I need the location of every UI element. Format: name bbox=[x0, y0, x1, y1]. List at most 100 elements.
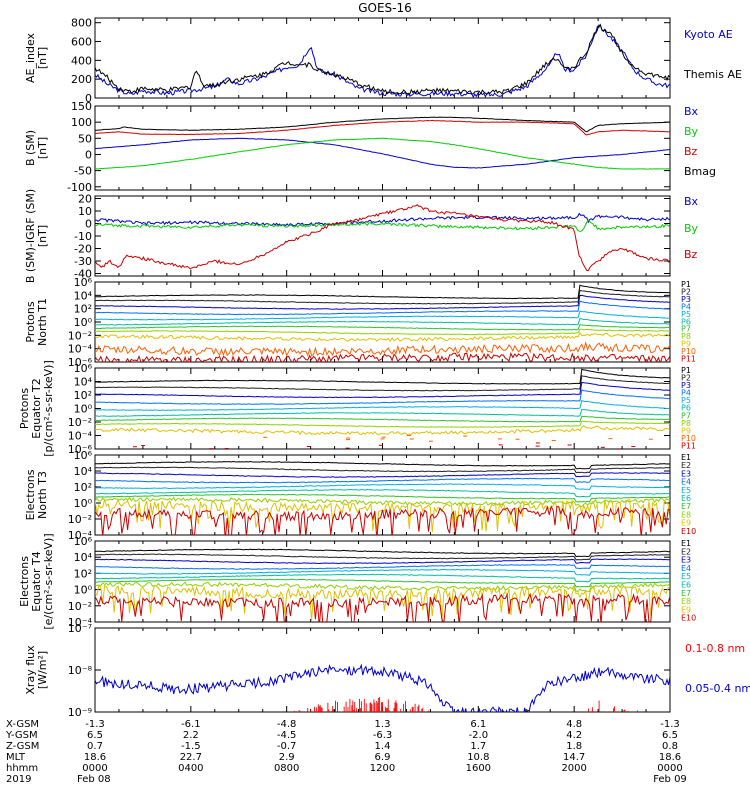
xaxis-value: 0400 bbox=[178, 763, 203, 774]
y-tick-label: 0 bbox=[85, 218, 92, 231]
channel-e3 bbox=[95, 558, 670, 565]
channel-label: E8 bbox=[681, 510, 691, 519]
channel-label: E3 bbox=[681, 556, 691, 565]
channel-e8 bbox=[95, 581, 670, 592]
y-axis-label: AE_index[nT] bbox=[24, 32, 49, 83]
y-tick-label: 10⁻⁶ bbox=[68, 356, 93, 369]
y-axis-label: B (SM)-IGRF (SM)[nT] bbox=[24, 189, 49, 283]
y-tick-label: 20 bbox=[78, 193, 92, 206]
y-tick-label: 0 bbox=[85, 92, 92, 105]
y-tick-label: 10⁴ bbox=[74, 465, 93, 478]
channel-label: E10 bbox=[681, 614, 696, 623]
xaxis-value: -1.3 bbox=[85, 719, 105, 730]
legend-label: 0.05-0.4 nm bbox=[685, 682, 750, 695]
xaxis-value: -4.5 bbox=[277, 730, 297, 741]
y-axis-label-line: North T3 bbox=[36, 471, 49, 519]
xaxis-value: 18.6 bbox=[84, 752, 106, 763]
channel-p7 bbox=[95, 415, 670, 423]
y-tick-label: 10⁻⁶ bbox=[68, 443, 93, 456]
channel-e5 bbox=[95, 568, 670, 576]
y-tick-label: 10⁴ bbox=[74, 376, 93, 389]
panel-frame bbox=[94, 195, 671, 277]
y-tick-label: 10⁰ bbox=[74, 316, 93, 329]
panel-frame bbox=[94, 17, 671, 99]
y-tick-label: 10² bbox=[74, 481, 92, 494]
y-tick-label: 10⁰ bbox=[74, 497, 93, 510]
channel-e1 bbox=[95, 548, 670, 558]
y-axis-label: B (SM)[nT] bbox=[24, 130, 49, 166]
panel-2: 150 100 50 0 -50 -100 B (SM)[nT] Bx By Bz Bmag bbox=[24, 100, 716, 194]
channel-label: E7 bbox=[681, 589, 691, 598]
y-axis-label-line: Equator T2 bbox=[30, 378, 43, 438]
channel-e3 bbox=[95, 472, 670, 478]
y-tick-label: 10⁻⁴ bbox=[68, 529, 93, 542]
xaxis-value: 22.7 bbox=[180, 752, 202, 763]
xaxis-value: -0.7 bbox=[277, 741, 297, 752]
channel-label: P11 bbox=[681, 355, 696, 364]
channel-label: E8 bbox=[681, 597, 691, 606]
channel-label: P1 bbox=[681, 366, 691, 375]
y-tick-label: 10⁻⁴ bbox=[68, 343, 93, 356]
y-tick-label: 10⁻⁹ bbox=[68, 706, 92, 719]
y-tick-label: 10⁶ bbox=[74, 276, 93, 289]
y-tick-label: 10⁻² bbox=[68, 329, 92, 342]
channel-label: E2 bbox=[681, 461, 691, 470]
xaxis-value: 6.5 bbox=[87, 730, 103, 741]
channel-p8 bbox=[95, 328, 670, 336]
channel-p2 bbox=[95, 289, 670, 305]
series-themis-ae bbox=[95, 24, 670, 96]
channel-label: E1 bbox=[681, 453, 691, 462]
y-tick-label: 10⁶ bbox=[74, 362, 93, 375]
channel-label: E4 bbox=[681, 478, 691, 487]
xaxis-value: 18.6 bbox=[659, 752, 681, 763]
channel-label: P4 bbox=[681, 302, 691, 311]
y-tick-label: -100 bbox=[67, 181, 92, 194]
channel-p10 bbox=[95, 341, 670, 357]
series-0-05-0-4-nm bbox=[95, 663, 670, 712]
channel-p3 bbox=[95, 381, 670, 399]
y-axis-label: ElectronsEquator T4[e/(cm²-s-sr-keV)] bbox=[18, 533, 55, 629]
xaxis-value: 4.2 bbox=[566, 730, 582, 741]
y-axis-label-line: [e/(cm²-s-sr-keV)] bbox=[42, 533, 55, 629]
channel-label: P6 bbox=[681, 317, 691, 326]
y-axis-label-line: Electrons bbox=[18, 556, 31, 607]
channel-e10 bbox=[95, 505, 670, 535]
y-tick-label: 600 bbox=[71, 36, 92, 49]
y-axis-label-line: B (SM) bbox=[24, 130, 37, 166]
channel-label: P2 bbox=[681, 287, 691, 296]
channel-p11 bbox=[95, 352, 670, 362]
xaxis-value: 10.8 bbox=[467, 752, 489, 763]
series-bmag bbox=[95, 116, 670, 133]
channel-label: E2 bbox=[681, 547, 691, 556]
y-axis-label-line: Protons bbox=[18, 388, 31, 429]
panel-traces bbox=[95, 23, 670, 98]
channel-label: P2 bbox=[681, 374, 691, 383]
channel-e9 bbox=[95, 584, 670, 622]
y-axis-label-line: AE_index bbox=[24, 32, 37, 83]
channel-e1 bbox=[95, 460, 670, 470]
y-axis-label: ProtonsNorth T1 bbox=[24, 298, 49, 346]
y-tick-label: -30 bbox=[74, 255, 92, 268]
xaxis-row-label: X-GSM bbox=[6, 719, 39, 730]
y-axis-label-line: Equator T4 bbox=[30, 551, 43, 611]
y-axis-label-line: [p/(cm²-s-sr-keV)] bbox=[42, 360, 55, 457]
series-bz bbox=[95, 119, 670, 136]
channel-p8 bbox=[95, 420, 670, 428]
xaxis-value: 6.5 bbox=[662, 730, 678, 741]
y-tick-label: -40 bbox=[74, 268, 92, 281]
panel-8: 10⁻⁷ 10⁻⁸ 10⁻⁹ Xray flux[W/m²] 0.1-0.8 nm 0.0… bbox=[24, 622, 750, 719]
channel-p9 bbox=[95, 331, 670, 343]
xaxis-value: 1.4 bbox=[375, 741, 391, 752]
channel-label: P1 bbox=[681, 280, 691, 289]
channel-e2 bbox=[95, 466, 670, 474]
y-axis-label-line: B (SM)-IGRF (SM) bbox=[24, 189, 37, 283]
channel-label: P7 bbox=[681, 325, 691, 334]
y-tick-label: 10⁻⁷ bbox=[68, 622, 92, 635]
channel-p7 bbox=[95, 324, 670, 331]
y-axis-label-line: North T1 bbox=[36, 298, 49, 346]
y-tick-label: 800 bbox=[71, 17, 92, 30]
xaxis-value: -2.0 bbox=[469, 730, 489, 741]
